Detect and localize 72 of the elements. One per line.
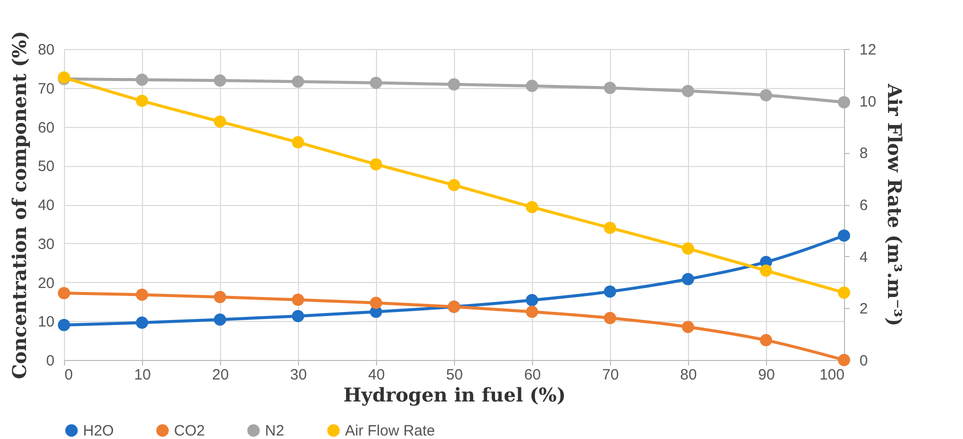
x-tick-label: 30 xyxy=(290,366,307,384)
y2-tick-label: 12 xyxy=(860,42,876,58)
y-tick-label: 40 xyxy=(38,197,54,214)
point xyxy=(136,316,148,329)
point xyxy=(526,80,538,92)
x-tick-label: 0 xyxy=(64,366,73,384)
point xyxy=(370,296,382,309)
point xyxy=(292,310,304,322)
point xyxy=(838,354,850,366)
y2-tick-label: 10 xyxy=(860,93,876,110)
point xyxy=(292,294,304,306)
x-tick-label: 80 xyxy=(680,366,697,384)
point xyxy=(448,178,460,192)
point xyxy=(760,89,772,102)
point xyxy=(136,94,148,107)
point xyxy=(136,288,148,301)
point xyxy=(370,76,382,89)
point xyxy=(292,76,304,88)
point xyxy=(526,294,538,306)
x-tick-label: 20 xyxy=(212,366,229,384)
point xyxy=(604,82,616,94)
point xyxy=(604,285,616,298)
y2-tick-label: 6 xyxy=(860,197,868,214)
y-tick-label: 80 xyxy=(38,42,54,58)
point xyxy=(292,136,304,148)
point xyxy=(526,306,538,318)
x-tick-label: 90 xyxy=(758,366,775,384)
x-axis-title: Hydrogen in fuel (%) xyxy=(343,384,566,406)
point xyxy=(214,290,226,304)
point xyxy=(214,74,226,87)
point xyxy=(58,287,70,300)
point xyxy=(760,264,772,277)
y2-tick-label: 8 xyxy=(860,145,868,162)
point xyxy=(838,96,850,108)
point xyxy=(526,200,538,214)
point xyxy=(760,334,772,346)
point xyxy=(604,312,616,324)
legend-label: CO2 xyxy=(174,422,205,439)
point xyxy=(838,229,850,242)
y2-tick-label: 4 xyxy=(860,248,868,266)
point xyxy=(448,78,460,90)
point xyxy=(838,286,850,299)
y2-axis-title: Air Flow Rate (m³.m⁻³) xyxy=(883,82,906,326)
y-tick-label: 20 xyxy=(38,274,54,292)
y-tick-label: 60 xyxy=(38,119,54,136)
y-tick-label: 30 xyxy=(38,236,54,253)
legend-label: H2O xyxy=(83,422,114,439)
x-tick-label: 50 xyxy=(446,366,463,384)
point xyxy=(370,158,382,170)
point xyxy=(58,318,70,332)
y2-tick-label: 0 xyxy=(860,352,868,370)
point xyxy=(682,242,694,255)
legend-label: Air Flow Rate xyxy=(345,422,436,439)
legend-label: N2 xyxy=(265,422,284,439)
point xyxy=(214,313,226,326)
x-tick-label: 40 xyxy=(368,366,385,384)
x-tick-label: 70 xyxy=(602,366,619,384)
y-tick-label: 50 xyxy=(38,158,54,176)
x-tick-label: 10 xyxy=(134,366,151,384)
point xyxy=(214,115,226,128)
y2-tick-label: 2 xyxy=(860,300,868,318)
y-tick-label: 70 xyxy=(38,80,54,98)
y-axis-title: Concentration of component (%) xyxy=(8,30,31,380)
x-tick-label: 100 xyxy=(819,366,844,384)
point xyxy=(682,273,694,286)
point xyxy=(604,222,616,234)
point xyxy=(136,74,148,86)
point xyxy=(682,84,694,98)
x-tick-label: 60 xyxy=(524,366,541,384)
y-tick-label: 10 xyxy=(38,314,54,331)
point xyxy=(682,320,694,334)
y-tick-label: 0 xyxy=(46,352,54,370)
